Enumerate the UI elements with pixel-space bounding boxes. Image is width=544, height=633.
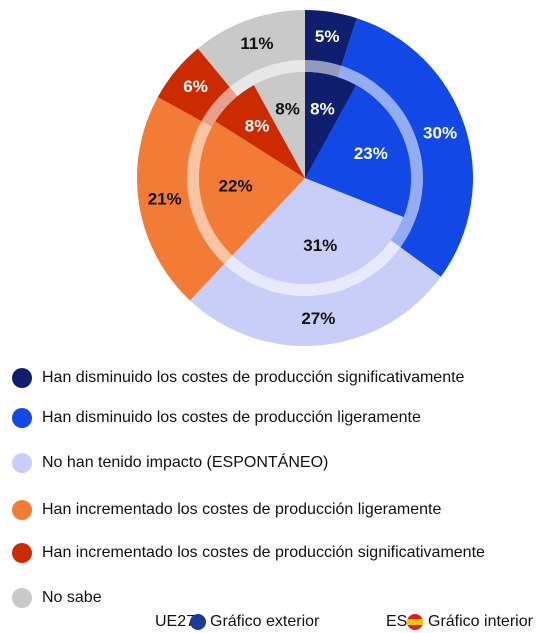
data-label: 5% <box>315 27 340 46</box>
legend-swatch <box>12 408 32 428</box>
data-label: 8% <box>245 116 270 135</box>
legend-label: Han disminuido los costes de producción … <box>42 409 421 426</box>
legend-swatch <box>12 500 32 520</box>
inner-ring <box>187 60 423 296</box>
legend-swatch <box>12 543 32 563</box>
data-label: 31% <box>303 236 337 255</box>
pie-slice <box>305 85 412 218</box>
pie-slice <box>215 85 305 178</box>
pie-slice <box>199 121 305 256</box>
pie-slice <box>232 178 404 284</box>
legend-label: No sabe <box>42 589 102 606</box>
eu-flag-icon <box>190 614 206 630</box>
data-label: 27% <box>301 309 335 328</box>
outer-series-label: Gráfico exterior <box>210 613 320 630</box>
data-label: 30% <box>423 124 457 143</box>
legend-label: Han incrementado los costes de producció… <box>42 501 441 518</box>
es-flag-stripe <box>407 619 423 625</box>
data-label: 8% <box>310 100 335 119</box>
data-label: 8% <box>275 100 300 119</box>
legend-swatch <box>12 453 32 473</box>
legend-label: Han incrementado los costes de producció… <box>42 544 485 561</box>
data-label: 6% <box>183 77 208 96</box>
data-label: 23% <box>354 144 388 163</box>
outer-series-name: UE27 <box>155 613 195 630</box>
data-label: 11% <box>240 34 273 53</box>
data-label: 21% <box>148 190 182 209</box>
data-label: 22% <box>219 176 253 195</box>
legend-swatch <box>12 368 32 388</box>
pie-slice <box>253 72 305 178</box>
pie-slice <box>305 72 357 178</box>
legend-label: No han tenido impacto (ESPONTÁNEO) <box>42 452 328 471</box>
inner-series-label: Gráfico interior <box>428 613 534 630</box>
inner-series-name: ES <box>386 613 407 630</box>
legend-swatch <box>12 588 32 608</box>
legend-label: Han disminuido los costes de producción … <box>42 369 465 386</box>
